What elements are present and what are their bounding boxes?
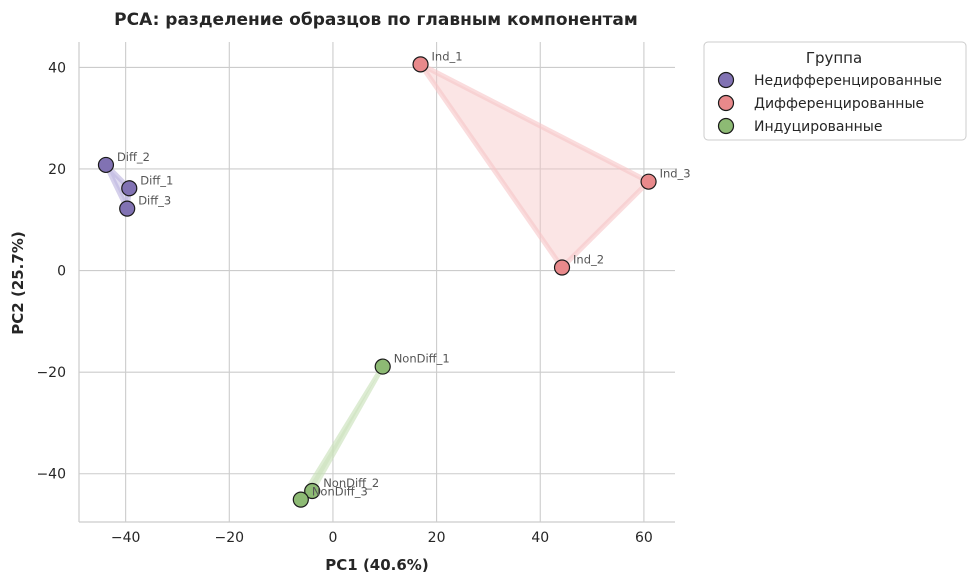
legend-entry-label: Дифференцированные	[754, 96, 924, 112]
x-tick-label: −40	[111, 530, 141, 546]
point-label: Ind_2	[573, 253, 604, 267]
point-label: Ind_3	[660, 167, 691, 181]
group-hull	[418, 61, 652, 271]
data-points	[97, 56, 657, 508]
y-axis-label: PC2 (25.7%)	[9, 231, 27, 334]
chart-title: PCA: разделение образцов по главным комп…	[114, 10, 638, 30]
data-point	[304, 482, 321, 500]
data-point	[119, 200, 136, 217]
grid	[79, 42, 675, 522]
point-labels: Diff_2 Diff_1 Diff_3 Ind_1 Ind_3 Ind_2 NonDiff…	[117, 49, 691, 498]
data-point	[412, 56, 429, 73]
point-label: NonDiff_3	[312, 485, 368, 499]
legend: Группа Недифференцированные Дифференциров…	[703, 41, 967, 141]
legend-marker	[717, 117, 735, 135]
legend-marker	[717, 94, 735, 112]
data-point	[640, 173, 657, 190]
data-point	[374, 358, 391, 375]
group-hull	[103, 162, 132, 212]
data-point	[553, 259, 571, 276]
legend-title: Группа	[806, 49, 862, 67]
y-tick-label: −20	[36, 365, 66, 381]
point-label: NonDiff_2	[323, 476, 379, 490]
y-tick-label: 0	[57, 264, 66, 280]
y-tick-label: 40	[48, 60, 66, 76]
axes	[78, 42, 675, 523]
x-tick-label: 0	[328, 530, 337, 546]
point-label: Ind_1	[432, 49, 463, 63]
point-label: Diff_2	[117, 150, 150, 164]
legend-frame	[703, 41, 967, 141]
x-axis-label: PC1 (40.6%)	[325, 556, 428, 574]
point-label: NonDiff_1	[394, 352, 450, 366]
y-tick-label: 20	[48, 162, 66, 178]
data-point	[292, 491, 309, 508]
legend-entry-label: Индуцированные	[754, 119, 882, 135]
y-tick-label: −40	[36, 467, 66, 483]
x-tick-label: 40	[531, 530, 549, 546]
tick-labels: −40 −20 0 20 40 60 −40 −20 0 20 40	[36, 60, 652, 546]
x-tick-label: 20	[428, 530, 446, 546]
group-hulls	[103, 61, 652, 503]
point-label: Diff_1	[140, 173, 173, 187]
data-point	[97, 156, 115, 174]
legend-marker	[717, 71, 735, 89]
legend-entry-label: Недифференцированные	[754, 73, 942, 89]
point-label: Diff_3	[138, 194, 171, 208]
x-tick-label: −20	[215, 530, 245, 546]
x-tick-label: 60	[635, 530, 653, 546]
data-point	[121, 180, 138, 197]
